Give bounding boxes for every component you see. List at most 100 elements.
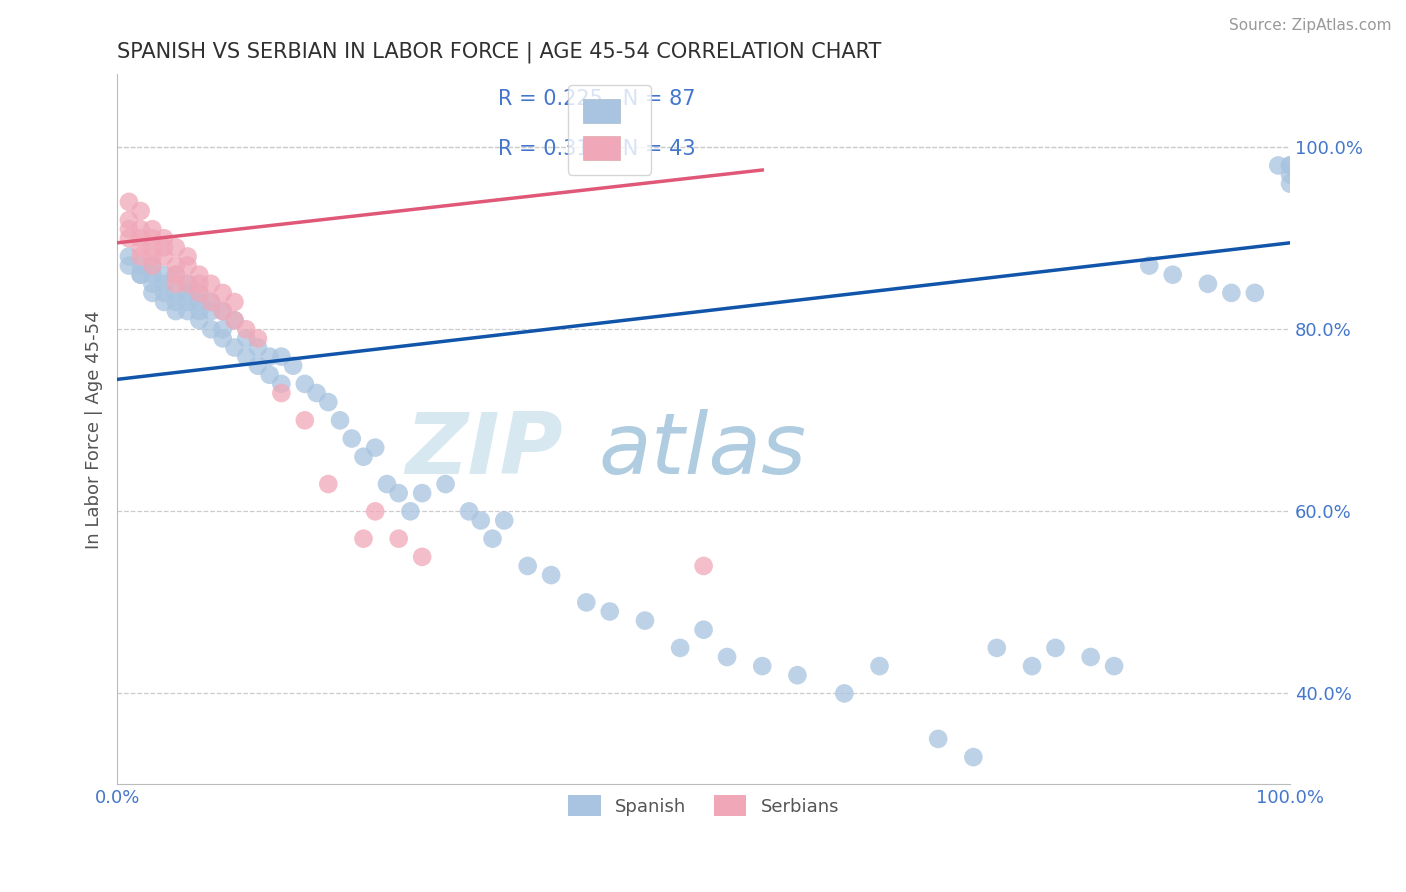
Point	[470, 513, 492, 527]
Point	[165, 240, 187, 254]
Point	[1080, 650, 1102, 665]
Legend: Spanish, Serbians: Spanish, Serbians	[560, 786, 848, 825]
Point	[153, 295, 176, 310]
Point	[869, 659, 891, 673]
Point	[176, 295, 198, 310]
Point	[200, 304, 222, 318]
Point	[200, 295, 222, 310]
Point	[224, 295, 246, 310]
Point	[165, 268, 187, 282]
Point	[692, 623, 714, 637]
Point	[165, 304, 187, 318]
Point	[188, 295, 211, 310]
Point	[129, 204, 152, 219]
Point	[188, 313, 211, 327]
Point	[316, 395, 339, 409]
Point	[353, 532, 375, 546]
Point	[516, 558, 538, 573]
Point	[986, 640, 1008, 655]
Point	[129, 222, 152, 236]
Point	[329, 413, 352, 427]
Point	[434, 477, 457, 491]
Point	[118, 250, 141, 264]
Point	[211, 285, 233, 300]
Point	[294, 413, 316, 427]
Point	[962, 750, 984, 764]
Point	[153, 277, 176, 291]
Point	[129, 250, 152, 264]
Point	[834, 686, 856, 700]
Point	[141, 285, 163, 300]
Point	[141, 259, 163, 273]
Point	[388, 486, 411, 500]
Point	[259, 350, 281, 364]
Point	[224, 341, 246, 355]
Point	[540, 568, 562, 582]
Text: SPANISH VS SERBIAN IN LABOR FORCE | AGE 45-54 CORRELATION CHART: SPANISH VS SERBIAN IN LABOR FORCE | AGE …	[117, 42, 882, 63]
Point	[118, 213, 141, 227]
Point	[129, 240, 152, 254]
Point	[458, 504, 481, 518]
Point	[224, 313, 246, 327]
Point	[494, 513, 516, 527]
Point	[129, 268, 152, 282]
Point	[165, 295, 187, 310]
Point	[411, 486, 433, 500]
Point	[1279, 168, 1302, 182]
Point	[200, 322, 222, 336]
Point	[235, 322, 257, 336]
Point	[118, 231, 141, 245]
Point	[118, 222, 141, 236]
Point	[188, 277, 211, 291]
Point	[1279, 158, 1302, 172]
Point	[246, 331, 269, 345]
Point	[165, 285, 187, 300]
Point	[211, 331, 233, 345]
Point	[165, 277, 187, 291]
Point	[927, 731, 949, 746]
Point	[176, 277, 198, 291]
Point	[1021, 659, 1043, 673]
Point	[692, 558, 714, 573]
Point	[1279, 158, 1302, 172]
Point	[1220, 285, 1243, 300]
Point	[305, 386, 328, 401]
Point	[270, 376, 292, 391]
Point	[176, 285, 198, 300]
Point	[1137, 259, 1160, 273]
Point	[599, 605, 621, 619]
Point	[211, 304, 233, 318]
Point	[118, 259, 141, 273]
Point	[188, 304, 211, 318]
Point	[165, 259, 187, 273]
Point	[211, 322, 233, 336]
Point	[353, 450, 375, 464]
Point	[786, 668, 808, 682]
Point	[129, 231, 152, 245]
Point	[246, 341, 269, 355]
Point	[411, 549, 433, 564]
Point	[153, 285, 176, 300]
Point	[188, 268, 211, 282]
Point	[1267, 158, 1289, 172]
Point	[141, 240, 163, 254]
Point	[294, 376, 316, 391]
Point	[270, 386, 292, 401]
Point	[153, 250, 176, 264]
Point	[235, 331, 257, 345]
Point	[211, 304, 233, 318]
Point	[165, 268, 187, 282]
Point	[176, 250, 198, 264]
Point	[340, 432, 363, 446]
Point	[634, 614, 657, 628]
Point	[575, 595, 598, 609]
Point	[1161, 268, 1184, 282]
Point	[364, 441, 387, 455]
Y-axis label: In Labor Force | Age 45-54: In Labor Force | Age 45-54	[86, 310, 103, 549]
Text: ZIP: ZIP	[405, 409, 562, 492]
Point	[669, 640, 692, 655]
Text: atlas: atlas	[598, 409, 806, 492]
Text: Source: ZipAtlas.com: Source: ZipAtlas.com	[1229, 18, 1392, 33]
Point	[388, 532, 411, 546]
Point	[716, 650, 738, 665]
